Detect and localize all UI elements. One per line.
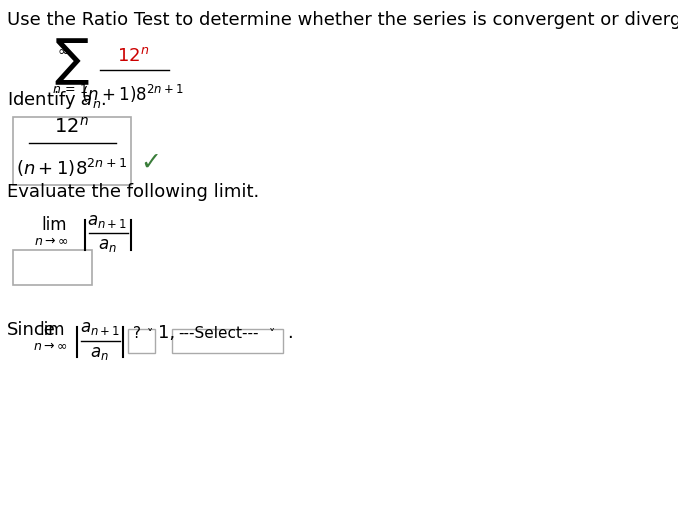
Text: $\infty$: $\infty$ — [58, 44, 69, 58]
Text: .: . — [287, 324, 293, 342]
Text: $n \to \infty$: $n \to \infty$ — [33, 340, 67, 353]
Text: ---Select---: ---Select--- — [178, 326, 258, 341]
FancyBboxPatch shape — [172, 329, 283, 353]
Text: ?: ? — [133, 326, 140, 341]
Text: $(n+1)8^{2n+1}$: $(n+1)8^{2n+1}$ — [81, 83, 184, 105]
Text: $12^n$: $12^n$ — [117, 47, 148, 65]
Text: $12^n$: $12^n$ — [54, 117, 89, 137]
Text: Identify $a_n$.: Identify $a_n$. — [7, 89, 106, 111]
Text: Since: Since — [7, 321, 56, 339]
Text: Evaluate the following limit.: Evaluate the following limit. — [7, 183, 260, 201]
Text: Use the Ratio Test to determine whether the series is convergent or divergent.: Use the Ratio Test to determine whether … — [7, 11, 678, 29]
Text: $a_{n+1}$: $a_{n+1}$ — [87, 212, 127, 230]
FancyBboxPatch shape — [127, 329, 155, 353]
Text: $a_n$: $a_n$ — [90, 344, 109, 362]
FancyBboxPatch shape — [13, 117, 132, 185]
Text: $\sum$: $\sum$ — [54, 36, 89, 87]
Text: 1,: 1, — [158, 324, 175, 342]
Text: lim: lim — [41, 216, 66, 234]
Text: ˅: ˅ — [269, 328, 275, 341]
Text: $a_{n+1}$: $a_{n+1}$ — [79, 319, 120, 337]
Text: $a_n$: $a_n$ — [98, 236, 117, 254]
Text: lim: lim — [39, 321, 64, 339]
Text: $n\,=\,1$: $n\,=\,1$ — [52, 83, 87, 96]
Text: ˅: ˅ — [147, 328, 153, 341]
Text: $(n+1)8^{2n+1}$: $(n+1)8^{2n+1}$ — [16, 157, 127, 179]
FancyBboxPatch shape — [13, 250, 92, 285]
Text: $n \to \infty$: $n \to \infty$ — [35, 235, 69, 248]
Text: ✓: ✓ — [140, 151, 161, 175]
